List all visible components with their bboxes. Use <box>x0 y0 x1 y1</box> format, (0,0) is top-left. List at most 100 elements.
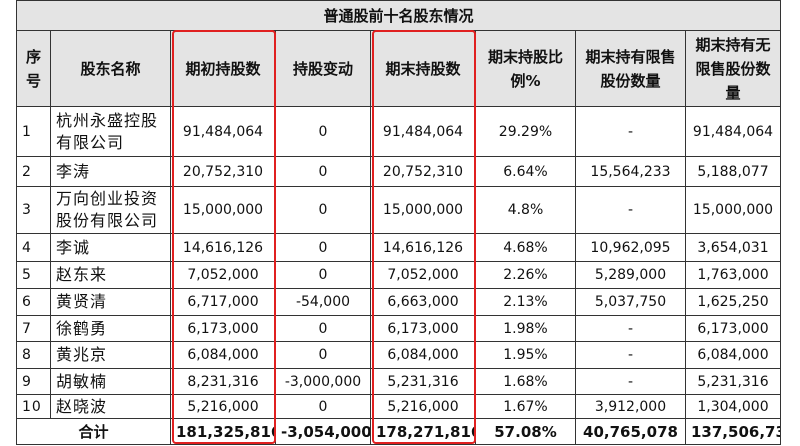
total-cell: 137,506,738 <box>684 418 782 445</box>
cell: 15,000,000 <box>370 186 476 234</box>
cell: 0 <box>275 233 371 262</box>
shareholder-name: 胡敏楠 <box>50 368 171 395</box>
cell: 0 <box>275 341 371 369</box>
shareholder-name: 杭州永盛控股有限公司 <box>50 106 171 157</box>
cell: 6,173,000 <box>684 315 782 342</box>
total-cell: 40,765,078 <box>575 418 686 445</box>
cell: 6,663,000 <box>370 288 476 316</box>
data-row: 9 胡敏楠 8,231,316 -3,000,000 5,231,316 1.68% -5,… <box>16 368 782 395</box>
cell: 5,037,750 <box>575 288 686 316</box>
cell: - <box>575 315 686 342</box>
cell: 6.64% <box>475 156 576 187</box>
cell: 6,084,000 <box>170 341 276 369</box>
cell: 7 <box>16 315 51 342</box>
cell: - <box>575 368 686 395</box>
data-row: 5 赵东来 7,052,000 0 7,052,000 2.26% 5,289,000 1,7… <box>16 261 782 289</box>
cell: 0 <box>275 106 371 157</box>
cell: 7,052,000 <box>370 261 476 289</box>
cell: - <box>575 341 686 369</box>
cell: 1,763,000 <box>684 261 782 289</box>
cell: 2.26% <box>475 261 576 289</box>
total-cell: 181,325,816 <box>170 418 276 445</box>
cell: 3,912,000 <box>575 394 686 419</box>
table-title: 普通股前十名股东情况 <box>15 0 782 31</box>
column-header: 股东名称 <box>50 30 171 107</box>
cell: 8,231,316 <box>170 368 276 395</box>
data-row: 8 黄兆京 6,084,000 0 6,084,000 1.95% -6,084,000 <box>16 341 782 369</box>
data-row: 2 李涛 20,752,310 0 20,752,310 6.64% 15,564,233 5… <box>16 156 782 187</box>
cell: 4.8% <box>475 186 576 234</box>
total-cell: 57.08% <box>475 418 576 445</box>
column-header: 期初持股数 <box>170 30 276 107</box>
shareholder-name: 李诚 <box>50 233 171 262</box>
total-row: 合计 181,325,816 -3,054,000 178,271,816 57.08%… <box>16 418 782 445</box>
shareholder-name: 赵东来 <box>50 261 171 289</box>
cell: 6,084,000 <box>684 341 782 369</box>
cell: 2 <box>16 156 51 187</box>
data-row: 6 黄贤清 6,717,000 -54,000 6,663,000 2.13% 5,037,… <box>16 288 782 316</box>
cell: 14,616,126 <box>170 233 276 262</box>
column-header: 期末持有无限售股份数量 <box>684 30 782 107</box>
shareholder-name: 黄贤清 <box>50 288 171 316</box>
column-header: 序号 <box>16 30 51 107</box>
cell: 1.98% <box>475 315 576 342</box>
data-row: 4 李诚 14,616,126 0 14,616,126 4.68% 10,962,095 3… <box>16 233 782 262</box>
cell: 5,216,000 <box>170 394 276 419</box>
total-cell: -3,054,000 <box>275 418 371 445</box>
total-cell: 178,271,816 <box>370 418 476 445</box>
shareholder-name: 李涛 <box>50 156 171 187</box>
cell: 20,752,310 <box>370 156 476 187</box>
cell: 15,564,233 <box>575 156 686 187</box>
cell: 1.68% <box>475 368 576 395</box>
cell: 5 <box>16 261 51 289</box>
cell: 6,717,000 <box>170 288 276 316</box>
title-row: 普通股前十名股东情况 <box>15 0 782 31</box>
cell: 91,484,064 <box>370 106 476 157</box>
cell: 3,654,031 <box>684 233 782 262</box>
cell: 20,752,310 <box>170 156 276 187</box>
cell: 0 <box>275 315 371 342</box>
shareholder-table: 普通股前十名股东情况 序号 股东名称 期初持股数 持股变动 期末持股数 期末持股比例% 期末持… <box>15 0 782 445</box>
cell: 6,173,000 <box>370 315 476 342</box>
cell: 91,484,064 <box>684 106 782 157</box>
cell: 6 <box>16 288 51 316</box>
cell: 1,304,000 <box>684 394 782 419</box>
cell: 5,289,000 <box>575 261 686 289</box>
cell: 15,000,000 <box>170 186 276 234</box>
cell: 14,616,126 <box>370 233 476 262</box>
data-row: 3 万向创业投资股份有限公司 15,000,000 0 15,000,000 4.8% -1… <box>16 186 782 234</box>
cell: 10,962,095 <box>575 233 686 262</box>
cell: 2.13% <box>475 288 576 316</box>
column-header: 持股变动 <box>275 30 371 107</box>
column-header: 期末持有限售股份数量 <box>575 30 686 107</box>
cell: 1.95% <box>475 341 576 369</box>
cell: 5,231,316 <box>684 368 782 395</box>
cell: 1,625,250 <box>684 288 782 316</box>
header-row: 序号 股东名称 期初持股数 持股变动 期末持股数 期末持股比例% 期末持有限售股份数量 期末持… <box>16 30 782 107</box>
cell: 9 <box>16 368 51 395</box>
shareholder-name: 徐鹤勇 <box>50 315 171 342</box>
cell: 1 <box>16 106 51 157</box>
cell: 10 <box>16 394 51 419</box>
data-row: 7 徐鹤勇 6,173,000 0 6,173,000 1.98% -6,173,000 <box>16 315 782 342</box>
cell: 1.67% <box>475 394 576 419</box>
cell: 6,084,000 <box>370 341 476 369</box>
shareholder-name: 赵晓波 <box>50 394 171 419</box>
shareholder-name: 黄兆京 <box>50 341 171 369</box>
cell: 0 <box>275 394 371 419</box>
data-row: 10 赵晓波 5,216,000 0 5,216,000 1.67% 3,912,000 1,… <box>16 394 782 419</box>
cell: -54,000 <box>275 288 371 316</box>
cell: 5,216,000 <box>370 394 476 419</box>
total-cell: 合计 <box>16 418 171 445</box>
cell: 4.68% <box>475 233 576 262</box>
column-header: 期末持股数 <box>370 30 476 107</box>
cell: 8 <box>16 341 51 369</box>
cell: 6,173,000 <box>170 315 276 342</box>
cell: -3,000,000 <box>275 368 371 395</box>
cell: 91,484,064 <box>170 106 276 157</box>
column-header: 期末持股比例% <box>475 30 576 107</box>
cell: 0 <box>275 186 371 234</box>
cell: - <box>575 106 686 157</box>
cell: 4 <box>16 233 51 262</box>
